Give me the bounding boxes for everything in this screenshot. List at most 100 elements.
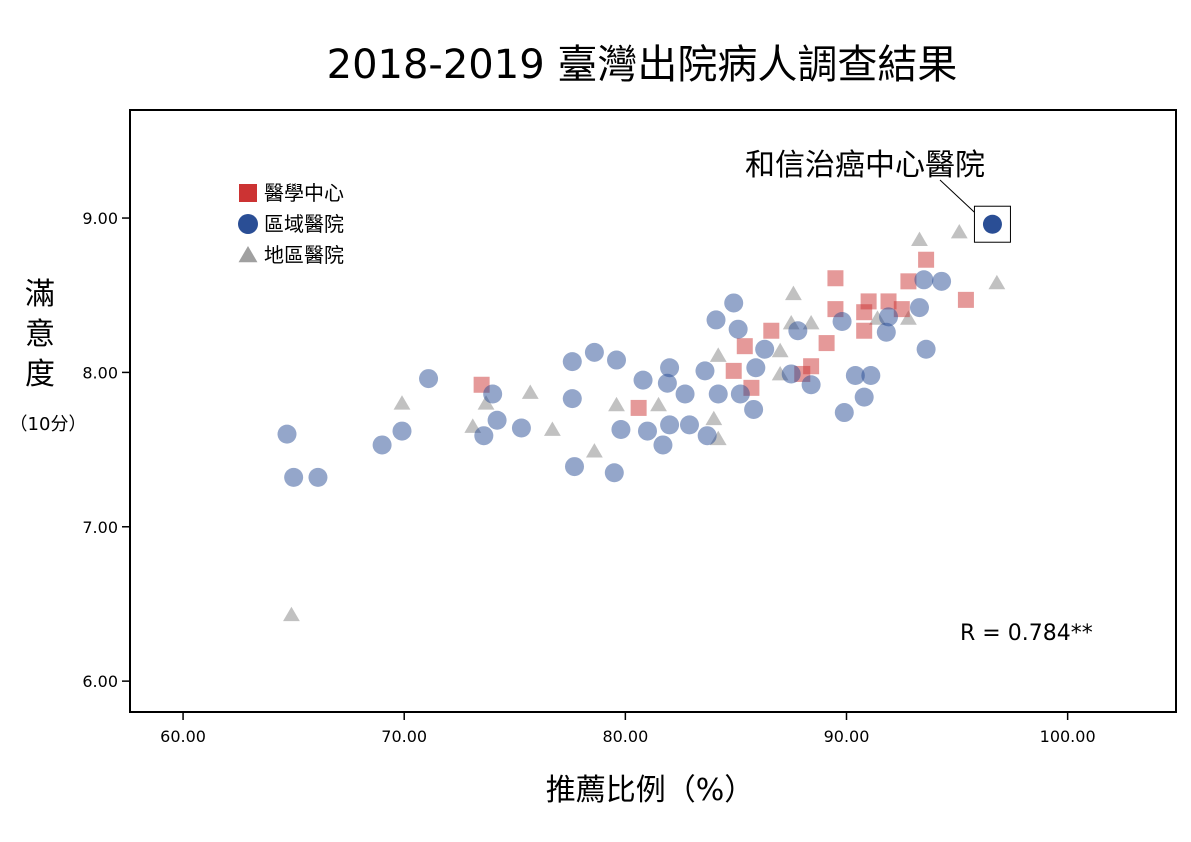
point-circle xyxy=(724,293,744,313)
point-circle xyxy=(788,321,808,341)
annotation-label: 和信治癌中心醫院 xyxy=(745,148,985,183)
point-circle xyxy=(706,310,726,330)
point-circle xyxy=(562,352,582,372)
point-triangle xyxy=(477,395,495,410)
point-circle xyxy=(755,339,775,359)
axes-layer: 60.00 70.00 80.00 90.00 100.00 6.00 7.00 8.00 9.… xyxy=(82,209,1095,746)
point-circle xyxy=(876,322,896,342)
point-triangle xyxy=(650,396,667,412)
point-circle xyxy=(653,435,673,455)
point-circle xyxy=(730,384,750,404)
point-circle xyxy=(675,384,695,404)
point-triangle xyxy=(705,410,723,426)
point-circle xyxy=(604,463,624,483)
x-tick-label: 100.00 xyxy=(1040,727,1096,746)
point-circle xyxy=(832,311,852,331)
point-circle xyxy=(487,410,507,430)
point-circle xyxy=(801,375,821,395)
chart-title: 2018-2019 臺灣出院病人調查結果 xyxy=(327,42,958,88)
point-circle xyxy=(284,467,304,487)
annotation-leader xyxy=(939,179,975,213)
point-circle xyxy=(909,298,929,318)
plot-frame xyxy=(129,109,1177,713)
point-triangle xyxy=(585,443,603,458)
point-circle xyxy=(834,403,854,423)
point-triangle xyxy=(608,396,625,412)
point-circle xyxy=(781,364,801,384)
x-tick-label: 90.00 xyxy=(824,727,870,746)
y-tick-label: 7.00 xyxy=(82,518,118,537)
y-axis-title-char: 度 xyxy=(25,357,55,392)
point-circle xyxy=(697,426,717,446)
point-square xyxy=(827,270,844,287)
point-circle xyxy=(695,361,715,381)
point-circle xyxy=(744,399,764,419)
point-circle xyxy=(728,319,748,339)
y-axis-title-char: 意 xyxy=(25,317,55,352)
annotation-layer: 和信治癌中心醫院 xyxy=(745,148,1011,243)
point-square xyxy=(900,273,917,290)
point-circle xyxy=(914,270,934,290)
point-square xyxy=(893,301,910,318)
point-triangle xyxy=(709,347,727,362)
point-circle xyxy=(392,421,412,441)
legend-label: 醫學中心 xyxy=(264,181,344,205)
point-circle xyxy=(277,424,297,444)
point-square xyxy=(725,362,742,379)
points-layer xyxy=(277,214,1006,622)
point-circle xyxy=(633,370,653,390)
point-circle xyxy=(611,420,631,440)
point-triangle xyxy=(988,274,1006,290)
point-circle xyxy=(511,418,531,438)
point-triangle xyxy=(771,342,789,358)
point-circle xyxy=(854,387,874,407)
point-square xyxy=(818,335,835,352)
point-circle xyxy=(564,457,584,477)
correlation-label: R = 0.784** xyxy=(960,621,1093,646)
point-triangle xyxy=(911,231,928,247)
y-tick-label: 8.00 xyxy=(82,363,118,382)
point-circle xyxy=(474,426,494,446)
legend-label: 區域醫院 xyxy=(264,212,344,236)
point-circle xyxy=(746,358,766,378)
point-square xyxy=(803,358,820,375)
point-square xyxy=(957,291,974,308)
point-circle xyxy=(845,365,865,385)
point-triangle xyxy=(802,315,820,330)
point-circle xyxy=(657,373,677,393)
point-circle xyxy=(708,384,728,404)
point-circle xyxy=(660,358,680,378)
legend-marker-square xyxy=(239,184,257,202)
point-circle xyxy=(637,421,657,441)
point-circle xyxy=(879,307,899,327)
point-square xyxy=(630,399,647,416)
point-circle xyxy=(562,389,582,409)
point-triangle xyxy=(393,395,411,410)
point-circle xyxy=(419,369,439,389)
point-square xyxy=(880,293,897,310)
point-triangle xyxy=(900,310,917,325)
point-triangle xyxy=(283,606,300,622)
point-square xyxy=(856,322,873,339)
point-circle xyxy=(308,467,328,487)
point-circle xyxy=(660,415,680,435)
y-axis-title-char: 滿 xyxy=(25,277,55,312)
point-circle xyxy=(584,342,604,362)
point-square xyxy=(918,251,935,268)
point-square xyxy=(860,293,877,310)
y-tick-label: 6.00 xyxy=(82,672,118,691)
point-square xyxy=(763,322,780,339)
point-circle xyxy=(982,214,1002,234)
x-tick-label: 70.00 xyxy=(381,727,427,746)
point-triangle xyxy=(785,285,802,301)
annotation-box xyxy=(973,205,1011,243)
point-triangle xyxy=(521,384,539,399)
legend-marker-triangle xyxy=(238,246,258,263)
x-tick-label: 60.00 xyxy=(160,727,206,746)
point-circle xyxy=(679,415,699,435)
y-axis-title: 滿意度 xyxy=(25,277,55,392)
point-circle xyxy=(372,435,392,455)
point-circle xyxy=(607,350,627,370)
